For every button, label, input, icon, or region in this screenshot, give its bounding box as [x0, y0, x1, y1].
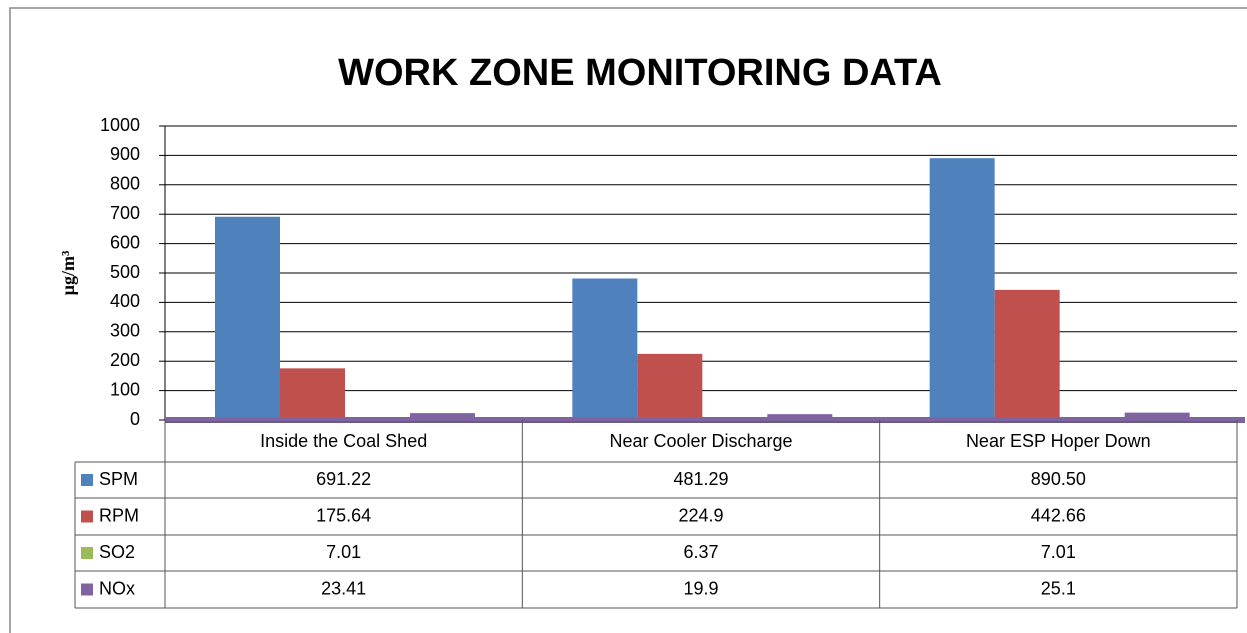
- bar: [280, 368, 345, 420]
- table-value: 890.50: [1031, 469, 1086, 489]
- x-tick-label: Inside the Coal Shed: [260, 431, 427, 451]
- y-axis-label: µg/m³: [58, 250, 78, 295]
- table-value: 25.1: [1041, 578, 1076, 598]
- bar: [572, 278, 638, 420]
- table-value: 481.29: [673, 469, 728, 489]
- table-value: 442.66: [1031, 505, 1086, 525]
- chart-title: WORK ZONE MONITORING DATA: [338, 52, 942, 94]
- floor: [165, 417, 1245, 423]
- legend-key: [81, 583, 93, 596]
- y-tick-label: 1000: [100, 115, 140, 135]
- y-tick-label: 800: [110, 174, 140, 194]
- bar: [215, 216, 280, 420]
- table-value: 224.9: [678, 505, 723, 525]
- table-value: 23.41: [321, 578, 366, 598]
- y-tick-label: 600: [110, 232, 140, 252]
- legend-key: [81, 510, 93, 523]
- x-tick-label: Near ESP Hoper Down: [966, 431, 1151, 451]
- y-tick-label: 0: [130, 409, 140, 429]
- legend-key: [81, 547, 93, 559]
- legend-label: SPM: [99, 469, 138, 489]
- chart-border: [9, 7, 1247, 633]
- bar: [929, 158, 995, 420]
- bar: [1124, 412, 1190, 420]
- legend-label: RPM: [99, 505, 139, 525]
- table-value: 7.01: [326, 542, 361, 562]
- legend-label: SO2: [99, 542, 135, 562]
- y-tick-label: 400: [110, 291, 140, 311]
- table-value: 6.37: [683, 542, 718, 562]
- table-value: 691.22: [316, 469, 371, 489]
- bar: [410, 413, 475, 420]
- bar: [994, 289, 1060, 420]
- y-tick-label: 900: [110, 144, 140, 164]
- legend-key: [81, 474, 93, 486]
- y-tick-label: 500: [110, 262, 140, 282]
- y-tick-label: 300: [110, 321, 140, 341]
- y-tick-label: 700: [110, 203, 140, 223]
- y-tick-label: 200: [110, 350, 140, 370]
- table-value: 7.01: [1041, 542, 1076, 562]
- bar: [637, 353, 703, 420]
- table-value: 19.9: [683, 578, 718, 598]
- legend-label: NOx: [99, 578, 135, 598]
- y-tick-label: 100: [110, 379, 140, 399]
- table-value: 175.64: [316, 505, 371, 525]
- x-tick-label: Near Cooler Discharge: [609, 431, 792, 451]
